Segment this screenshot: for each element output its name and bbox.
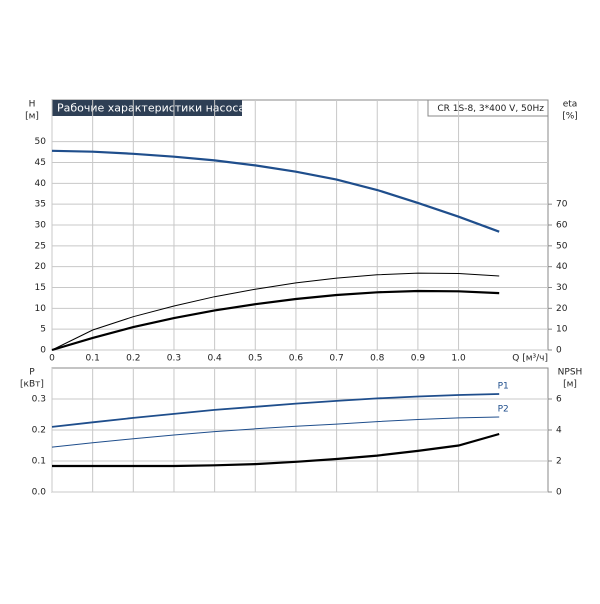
series-label: P1 [498, 382, 509, 392]
y-tick-label: 10 [35, 304, 47, 314]
chart-title: Рабочие характеристики насоса [57, 102, 245, 115]
x-tick-label: 0.7 [329, 354, 343, 364]
series-label: P2 [498, 404, 509, 414]
y2-tick-label: 70 [556, 200, 568, 210]
y2-tick-label: 30 [556, 283, 568, 293]
x-label: Q [м³/ч] [512, 354, 548, 364]
y-tick-label: 35 [35, 200, 46, 210]
y-tick-label: 0.0 [32, 488, 47, 498]
y-unit: [кВт] [20, 380, 44, 390]
y2-tick-label: 20 [556, 304, 568, 314]
y2-tick-label: 0 [556, 346, 562, 356]
y2-tick-label: 6 [556, 395, 562, 405]
y2-tick-label: 0 [556, 488, 562, 498]
x-tick-label: 0.2 [126, 354, 140, 364]
subtitle-box [427, 99, 549, 117]
y-tick-label: 0 [40, 346, 46, 356]
y-tick-label: 25 [35, 241, 46, 251]
y-tick-label: 0.2 [32, 426, 46, 436]
x-tick-label: 0.3 [167, 354, 181, 364]
y2-label: eta [563, 100, 578, 110]
y-tick-label: 40 [35, 179, 47, 189]
y-tick-label: 15 [35, 283, 46, 293]
chart-subtitle: CR 1S-8, 3*400 V, 50Hz [437, 104, 544, 114]
y-unit: [м] [25, 112, 39, 122]
x-tick-label: 1.0 [451, 354, 466, 364]
curve [52, 432, 500, 468]
title-box [52, 100, 242, 116]
y-label: P [29, 368, 35, 378]
curve [51, 272, 500, 351]
y2-unit: [%] [562, 112, 578, 122]
y-tick-label: 50 [35, 137, 47, 147]
y2-tick-label: 50 [556, 241, 568, 251]
y-tick-label: 0.3 [32, 395, 46, 405]
y2-tick-label: 4 [556, 426, 562, 436]
y-tick-label: 30 [35, 221, 47, 231]
x-tick-label: 0.6 [289, 354, 304, 364]
curve [51, 416, 500, 448]
x-tick-label: 0.8 [370, 354, 385, 364]
y2-unit: [м] [563, 380, 577, 390]
x-tick-label: 0 [49, 354, 55, 364]
y-tick-label: 20 [35, 262, 47, 272]
y2-tick-label: 60 [556, 221, 568, 231]
curve [51, 149, 500, 233]
y2-tick-label: 2 [556, 457, 562, 467]
curve [51, 289, 500, 352]
curve [51, 393, 500, 428]
y-tick-label: 45 [35, 158, 46, 168]
x-tick-label: 0.4 [207, 354, 222, 364]
x-tick-label: 0.5 [248, 354, 262, 364]
x-tick-label: 0.1 [85, 354, 99, 364]
y2-label: NPSH [558, 368, 583, 378]
y2-tick-label: 10 [556, 325, 568, 335]
y-label: H [29, 100, 36, 110]
x-tick-label: 0.9 [411, 354, 426, 364]
y-tick-label: 5 [40, 325, 46, 335]
y-tick-label: 0.1 [32, 457, 46, 467]
y2-tick-label: 40 [556, 262, 568, 272]
